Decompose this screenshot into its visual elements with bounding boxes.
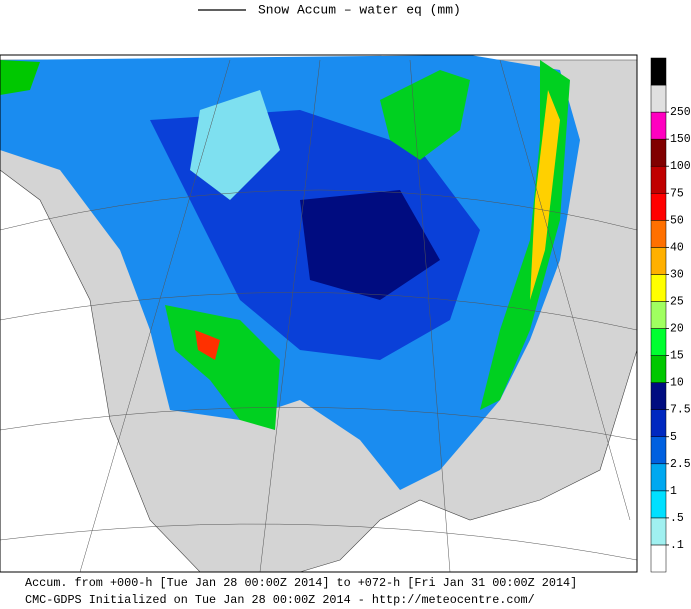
colorbar-label: 75 bbox=[670, 187, 684, 200]
colorbar-label: 30 bbox=[670, 268, 684, 281]
colorbar-label: .1 bbox=[670, 539, 684, 552]
colorbar-label: 100 bbox=[670, 160, 691, 173]
colorbar-label: 1 bbox=[670, 485, 677, 498]
snow-area bbox=[195, 330, 220, 360]
snow-area bbox=[165, 305, 280, 430]
colorbar-label: 5 bbox=[670, 431, 677, 444]
colorbar-swatch bbox=[650, 382, 667, 410]
colorbar-swatch bbox=[650, 138, 667, 167]
colorbar-label: 40 bbox=[670, 241, 684, 254]
snow-area bbox=[190, 90, 280, 200]
colorbar-label: 10 bbox=[670, 377, 684, 390]
colorbar-swatch bbox=[650, 165, 667, 194]
colorbar-swatch bbox=[650, 436, 667, 465]
colorbar-swatch bbox=[650, 517, 667, 546]
colorbar-swatch bbox=[650, 247, 667, 275]
colorbar-label: 25 bbox=[670, 296, 684, 309]
graticule bbox=[0, 59, 638, 573]
snow-area bbox=[530, 90, 560, 300]
colorbar-swatch bbox=[650, 409, 667, 437]
footer-line: Accum. from +000-h [Tue Jan 28 00:00Z 20… bbox=[25, 576, 577, 590]
colorbar-swatch bbox=[650, 544, 667, 573]
colorbar-swatch bbox=[650, 328, 667, 356]
colorbar-swatch bbox=[650, 355, 667, 383]
snow-area bbox=[380, 70, 470, 160]
colorbar-swatch bbox=[650, 111, 667, 140]
colorbar: .1 .5 1 2.5 5 7.5 10 15 20 25 30 40 50 75 100 150 250 bbox=[650, 57, 691, 573]
colorbar-swatch bbox=[650, 193, 667, 221]
colorbar-label: 150 bbox=[670, 133, 691, 146]
colorbar-swatch bbox=[650, 84, 667, 113]
map-frame bbox=[0, 54, 638, 573]
colorbar-swatch bbox=[650, 57, 667, 86]
colorbar-swatch bbox=[650, 220, 667, 248]
colorbar-label: 15 bbox=[670, 350, 684, 363]
snow-area bbox=[0, 60, 40, 95]
colorbar-label: 7.5 bbox=[670, 404, 691, 417]
colorbar-swatch bbox=[650, 490, 667, 519]
colorbar-label: 2.5 bbox=[670, 458, 691, 471]
colorbar-label: 50 bbox=[670, 214, 684, 227]
colorbar-label: 250 bbox=[670, 106, 691, 119]
footer-line: CMC-GDPS Initialized on Tue Jan 28 00:00… bbox=[25, 593, 535, 607]
colorbar-label: 20 bbox=[670, 323, 684, 336]
colorbar-swatch bbox=[650, 274, 667, 302]
colorbar-swatch bbox=[650, 301, 667, 329]
colorbar-label: .5 bbox=[670, 512, 684, 525]
snow-area bbox=[300, 190, 440, 300]
legend-title: Snow Accum – water eq (mm) bbox=[258, 2, 461, 17]
map bbox=[0, 54, 638, 573]
colorbar-swatch bbox=[650, 463, 667, 492]
